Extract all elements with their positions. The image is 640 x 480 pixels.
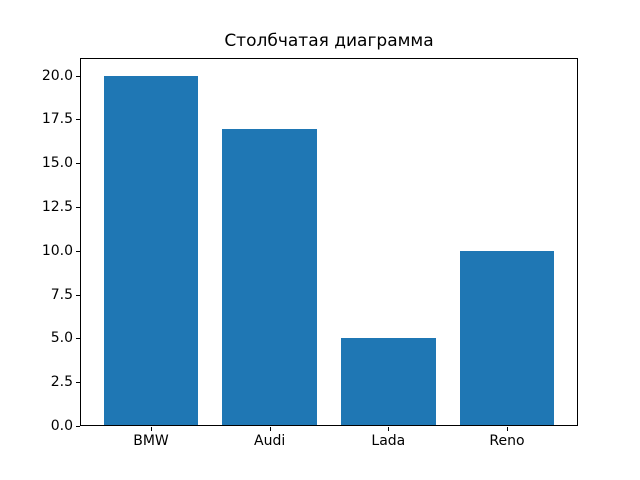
y-tick-mark (76, 250, 80, 252)
y-tick-mark (76, 382, 80, 384)
y-tick-label: 17.5 (41, 111, 73, 128)
x-tick-label-bmw: BMW (133, 433, 169, 449)
x-tick-label-reno: Reno (489, 433, 525, 449)
y-tick-mark (76, 163, 80, 165)
y-tick-label: 10.0 (41, 242, 73, 259)
x-tick-mark (506, 427, 508, 431)
bar-audi (222, 128, 318, 425)
x-tick-mark (151, 427, 152, 431)
plot-area (80, 58, 578, 426)
y-tick-mark (76, 206, 80, 208)
y-tick-label: 20.0 (41, 67, 73, 84)
y-tick-label: 0.0 (50, 418, 73, 434)
y-tick-label: 12.5 (41, 198, 73, 215)
y-tick-mark (76, 294, 80, 296)
x-tick-label-lada: Lada (371, 433, 406, 449)
x-tick-mark (269, 427, 271, 431)
y-tick-label: 5.0 (50, 330, 73, 347)
y-tick-label: 7.5 (50, 286, 73, 303)
bar-bmw (103, 76, 199, 425)
y-tick-label: 2.5 (50, 374, 73, 391)
bar-reno (459, 250, 555, 425)
y-tick-mark (76, 119, 80, 121)
chart-title: Столбчатая диаграмма (224, 31, 434, 51)
y-tick-label: 15.0 (41, 155, 73, 172)
y-tick-mark (76, 338, 80, 340)
x-tick-mark (388, 427, 390, 431)
y-tick-mark (76, 75, 80, 77)
bar-lada (340, 337, 436, 425)
y-tick-mark (76, 426, 80, 427)
x-tick-label-audi: Audi (254, 433, 286, 449)
